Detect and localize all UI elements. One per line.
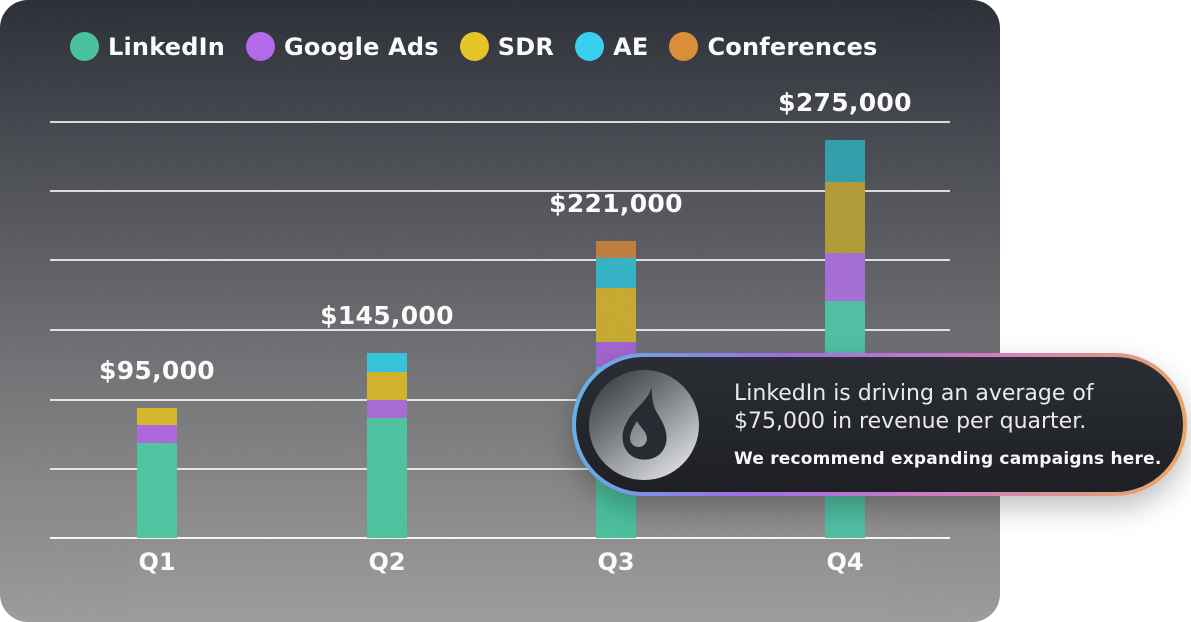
x-axis-label-q2: Q2: [368, 548, 406, 576]
bar-segment-q3-conferences[interactable]: [596, 241, 636, 258]
legend-item-google-ads[interactable]: Google Ads: [246, 32, 439, 61]
bar-q1: [137, 408, 177, 538]
bar-segment-q4-ae[interactable]: [825, 140, 865, 182]
gridline: [50, 329, 950, 331]
insight-callout: LinkedIn is driving an average of $75,00…: [572, 353, 1187, 496]
legend-dot-ae: [575, 32, 605, 61]
bar-segment-q1-google-ads[interactable]: [137, 425, 177, 443]
legend-label: LinkedIn: [108, 32, 225, 61]
bar-total-label-q4: $275,000: [778, 88, 912, 117]
bar-segment-q2-google-ads[interactable]: [367, 400, 407, 419]
legend-label: Conferences: [707, 32, 878, 61]
bar-segment-q4-google-ads[interactable]: [825, 252, 865, 301]
bar-total-label-q2: $145,000: [320, 301, 454, 330]
bar-segment-q1-linkedin[interactable]: [137, 442, 177, 538]
callout-text-block: LinkedIn is driving an average of $75,00…: [734, 380, 1161, 469]
bar-segment-q3-sdr[interactable]: [596, 288, 636, 342]
bar-total-label-q3: $221,000: [549, 189, 683, 218]
bar-total-label-q1: $95,000: [99, 356, 215, 385]
x-axis-label-q4: Q4: [826, 548, 864, 576]
bar-q2: [367, 353, 407, 538]
chart-legend: LinkedIn Google Ads SDR AE Conferences: [70, 32, 878, 61]
bar-segment-q2-ae[interactable]: [367, 353, 407, 373]
bar-segment-q2-sdr[interactable]: [367, 372, 407, 401]
plot-area: $95,000 Q1 $145,000 Q2 $221,000 Q3 $275,000 Q4: [50, 88, 950, 576]
bar-segment-q1-sdr[interactable]: [137, 408, 177, 426]
legend-dot-conferences: [669, 32, 699, 61]
legend-item-ae[interactable]: AE: [575, 32, 648, 61]
legend-dot-linkedin: [70, 32, 99, 61]
flame-icon: [589, 369, 699, 480]
bar-segment-q3-ae[interactable]: [596, 257, 636, 289]
legend-label: Google Ads: [284, 32, 439, 61]
legend-item-conferences[interactable]: Conferences: [669, 32, 877, 61]
bar-segment-q2-linkedin[interactable]: [367, 418, 407, 538]
chart-card: LinkedIn Google Ads SDR AE Conferences $95,0…: [0, 0, 1000, 622]
x-axis-label-q3: Q3: [597, 548, 635, 576]
legend-dot-google-ads: [246, 32, 275, 61]
legend-label: SDR: [497, 32, 555, 61]
callout-text: LinkedIn is driving an average of $75,00…: [734, 380, 1094, 434]
legend-item-linkedin[interactable]: LinkedIn: [70, 32, 225, 61]
x-axis-label-q1: Q1: [138, 548, 176, 576]
gridline: [50, 259, 950, 261]
bar-segment-q4-sdr[interactable]: [825, 182, 865, 253]
gridline: [50, 121, 950, 123]
callout-subtext: We recommend expanding campaigns here.: [734, 449, 1162, 470]
gridline: [50, 190, 950, 192]
legend-label: AE: [613, 32, 649, 61]
legend-item-sdr[interactable]: SDR: [459, 32, 555, 61]
x-axis-line: [50, 537, 950, 539]
legend-dot-sdr: [459, 32, 489, 61]
